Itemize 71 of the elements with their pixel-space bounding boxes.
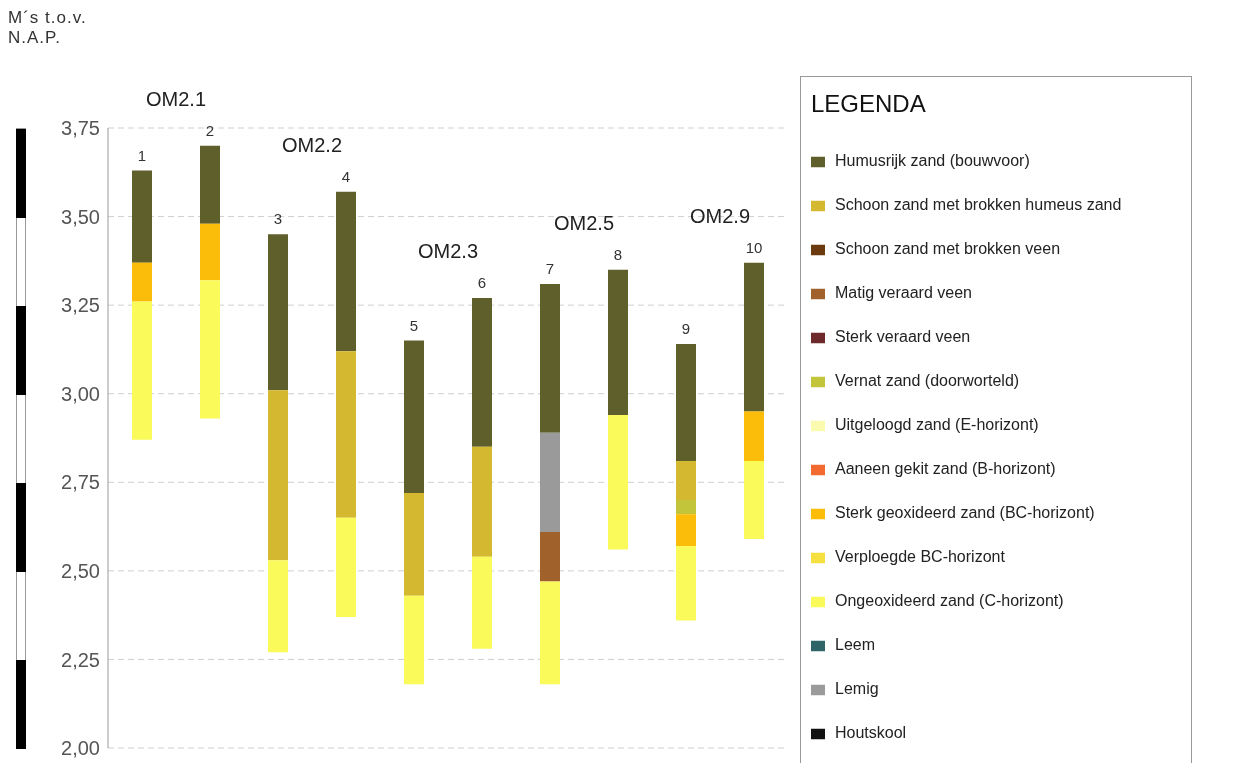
- bar: [404, 595, 424, 685]
- y-tick-label: 2,50: [61, 559, 100, 582]
- bar: [472, 446, 492, 557]
- y-tick-label: 3,75: [61, 117, 100, 140]
- x-tick-label: 8: [612, 245, 624, 263]
- x-tick-label: 5: [408, 316, 420, 334]
- legend-label: Humusrijk zand (bouwvoor): [835, 152, 1030, 169]
- legend-label: Schoon zand met brokken veen: [835, 240, 1061, 257]
- bar: [540, 432, 560, 532]
- bar: [268, 234, 288, 391]
- legend-label: Schoon zand met brokken humeus zand: [835, 196, 1122, 213]
- legend-title: LEGENDA: [811, 90, 926, 118]
- x-tick-label: 6: [476, 274, 488, 292]
- x-tick-label: 10: [744, 238, 764, 256]
- bar: [744, 461, 764, 539]
- y-tick-label: 2,75: [61, 471, 100, 494]
- x-tick-label: 3: [272, 210, 284, 228]
- bar: [268, 390, 288, 561]
- legend-label: Uitgeloogd zand (E-horizont): [835, 416, 1039, 433]
- annotation: OM2.5: [553, 211, 615, 235]
- bar: [336, 351, 356, 518]
- y-tick-label: 2,25: [61, 648, 100, 671]
- bar: [404, 340, 424, 493]
- legend-label: Sterk geoxideerd zand (BC-horizont): [835, 504, 1095, 521]
- annotation: OM2.3: [417, 240, 479, 264]
- y-tick-label: 3,00: [61, 382, 100, 405]
- bar: [336, 517, 356, 617]
- x-tick-label: 9: [680, 320, 692, 338]
- annotation: OM2.9: [689, 204, 751, 228]
- bar: [540, 581, 560, 685]
- bar: [132, 170, 152, 263]
- bar: [132, 301, 152, 440]
- bar: [200, 280, 220, 419]
- bar: [676, 461, 696, 500]
- legend-label: Aaneen gekit zand (B-horizont): [835, 460, 1056, 477]
- bar: [676, 546, 696, 621]
- bar: [540, 283, 560, 433]
- bar: [472, 556, 492, 649]
- x-tick-label: 1: [136, 146, 148, 164]
- legend-label: Ongeoxideerd zand (C-horizont): [835, 592, 1064, 609]
- bar: [132, 262, 152, 302]
- legend-label: Lemig: [835, 680, 879, 697]
- x-tick-label: 7: [544, 259, 556, 277]
- text: OM2.1: [145, 87, 207, 111]
- bar: [200, 145, 220, 224]
- x-tick-label: 4: [340, 167, 352, 185]
- bar: [676, 344, 696, 462]
- y-tick-label: 3,50: [61, 205, 100, 228]
- bar: [744, 262, 764, 412]
- bar: [608, 269, 628, 415]
- legend-label: Houtskool: [835, 724, 907, 741]
- y-axis-title: M´s t.o.v. N.A.P.: [8, 8, 88, 48]
- bar: [676, 514, 696, 547]
- x-tick-label: 2: [204, 121, 216, 139]
- bar: [676, 500, 696, 515]
- bar: [540, 531, 560, 582]
- y-tick-label: 2,00: [61, 737, 100, 760]
- legend-label: Leem: [835, 636, 876, 653]
- legend-label: Verploegde BC-horizont: [835, 548, 1005, 565]
- bar: [744, 411, 764, 462]
- bar: [268, 560, 288, 653]
- y-tick-label: 3,25: [61, 294, 100, 317]
- legend-label: Matig veraard veen: [835, 284, 972, 301]
- legend-label: Vernat zand (doorworteld): [835, 372, 1020, 389]
- bar: [200, 223, 220, 281]
- bar: [336, 191, 356, 352]
- bar: [608, 414, 628, 550]
- bar: [404, 492, 424, 596]
- legend-label: Sterk veraard veen: [835, 328, 971, 345]
- bar: [472, 298, 492, 447]
- annotation: OM2.2: [281, 133, 343, 157]
